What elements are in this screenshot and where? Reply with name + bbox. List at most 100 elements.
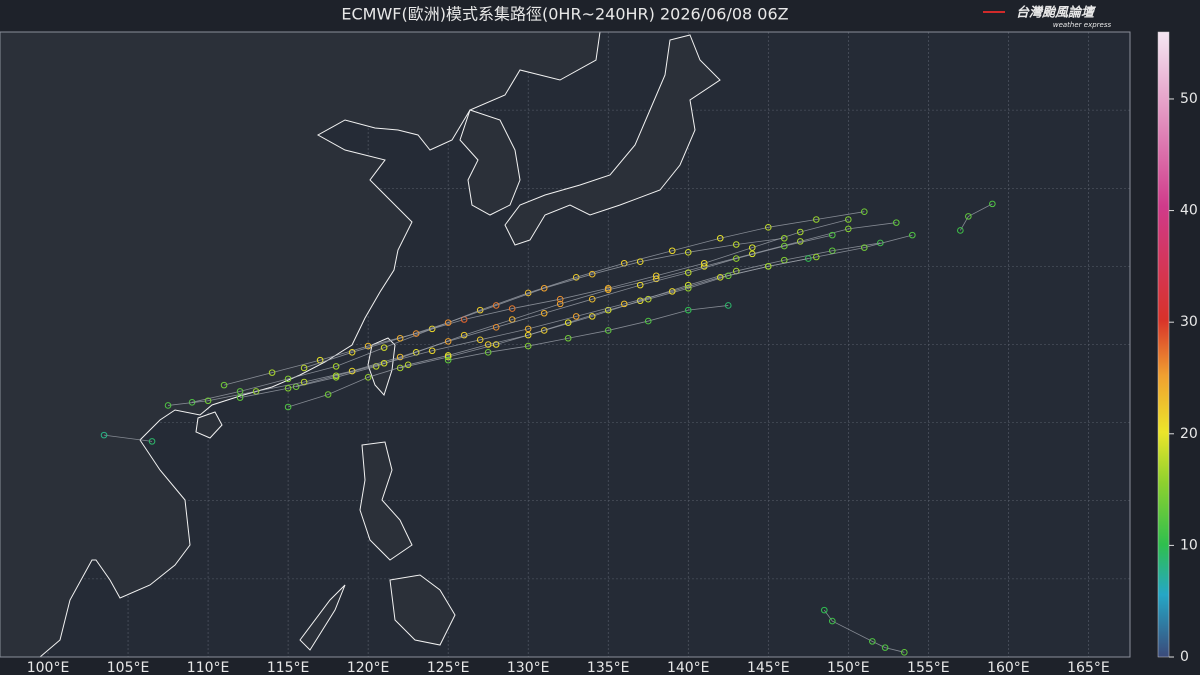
visayas-mindanao [389, 574, 456, 646]
colorbar-tick-label: 40 [1180, 203, 1198, 219]
track-point [444, 319, 452, 326]
track-line [287, 258, 809, 408]
track-point [820, 606, 828, 614]
track-point [780, 234, 788, 242]
track-point [812, 253, 820, 261]
track-point [684, 284, 692, 292]
track-point [332, 363, 340, 370]
track-point [404, 361, 412, 369]
coastlines [0, 32, 721, 657]
track-point [508, 305, 516, 312]
colorbar-tick-label: 10 [1180, 537, 1198, 553]
japan [504, 34, 721, 246]
track-point [564, 334, 572, 342]
track-point [861, 208, 868, 215]
track-point [764, 263, 772, 270]
track-point [989, 200, 996, 208]
track-point [380, 359, 388, 367]
track-point [869, 638, 876, 645]
track-point [724, 302, 732, 309]
colorbar [1157, 31, 1170, 658]
track-point [812, 216, 820, 223]
logo-tagline: weather express [1053, 21, 1112, 29]
track-point [396, 334, 404, 342]
track-point [620, 300, 628, 308]
track-point [893, 219, 900, 226]
luzon [359, 441, 413, 561]
colorbar-tick-label: 0 [1180, 649, 1189, 665]
track-point [444, 338, 452, 345]
track-point [348, 349, 356, 356]
x-tick-label: 130°E [507, 660, 550, 675]
track-point [492, 341, 500, 348]
hainan [195, 411, 223, 439]
track-point [540, 327, 548, 334]
x-tick-label: 100°E [27, 660, 70, 675]
track-point [845, 216, 852, 223]
track-point [484, 341, 492, 348]
track-point [732, 241, 740, 248]
colorbar-tick-label: 20 [1180, 426, 1198, 442]
track-point [604, 327, 612, 334]
track-line [400, 242, 881, 369]
track-point [100, 431, 108, 439]
track-point [236, 394, 244, 401]
x-tick-label: 160°E [987, 660, 1030, 675]
track-point [476, 336, 484, 344]
track-point [556, 300, 564, 308]
track-point [965, 213, 972, 220]
track-point [164, 402, 172, 409]
track-point [652, 272, 660, 280]
track-point [780, 242, 788, 250]
track-point [524, 331, 532, 339]
track-point [428, 347, 436, 355]
track-line [303, 237, 785, 369]
track-point [396, 353, 404, 361]
track-point [684, 249, 692, 256]
x-tick-label: 155°E [907, 660, 950, 675]
track-point [644, 317, 652, 325]
track-point [524, 342, 532, 350]
track-point [828, 231, 836, 239]
track-point [636, 281, 644, 289]
x-tick-label: 105°E [107, 660, 150, 675]
track-point [572, 313, 580, 320]
track-point [684, 269, 692, 276]
track-point [300, 378, 308, 386]
track-point [804, 255, 812, 262]
chart-title: ECMWF(歐洲)模式系集路徑(0HR~240HR) 2026/06/08 06… [341, 5, 788, 24]
track-point [332, 372, 340, 380]
track-point [796, 228, 804, 236]
track-point [684, 306, 692, 314]
x-tick-label: 140°E [667, 660, 710, 675]
track-line [823, 609, 905, 653]
asia-mainland [0, 32, 601, 657]
track-point [492, 324, 500, 331]
track-point [324, 391, 332, 398]
track-point [460, 331, 468, 339]
track-point [204, 397, 212, 405]
palawan [299, 584, 346, 651]
track-point [861, 244, 868, 251]
track-point [588, 270, 596, 278]
colorbar-tick-label: 50 [1180, 91, 1198, 107]
track-point [148, 438, 156, 445]
x-tick-label: 165°E [1067, 660, 1110, 675]
track-point [636, 258, 644, 265]
track-line [240, 234, 913, 399]
track-point [492, 302, 500, 309]
x-tick-label: 150°E [827, 660, 870, 675]
track-point [881, 644, 889, 651]
track-point [716, 234, 724, 242]
track-point [700, 259, 708, 267]
track-point [957, 227, 964, 234]
track-point [668, 247, 676, 255]
track-line [223, 219, 849, 386]
track-point [764, 224, 772, 231]
x-tick-label: 125°E [427, 660, 470, 675]
x-tick-label: 110°E [187, 660, 230, 675]
track-point [732, 255, 740, 262]
x-tick-label: 145°E [747, 660, 790, 675]
track-line [448, 305, 729, 361]
